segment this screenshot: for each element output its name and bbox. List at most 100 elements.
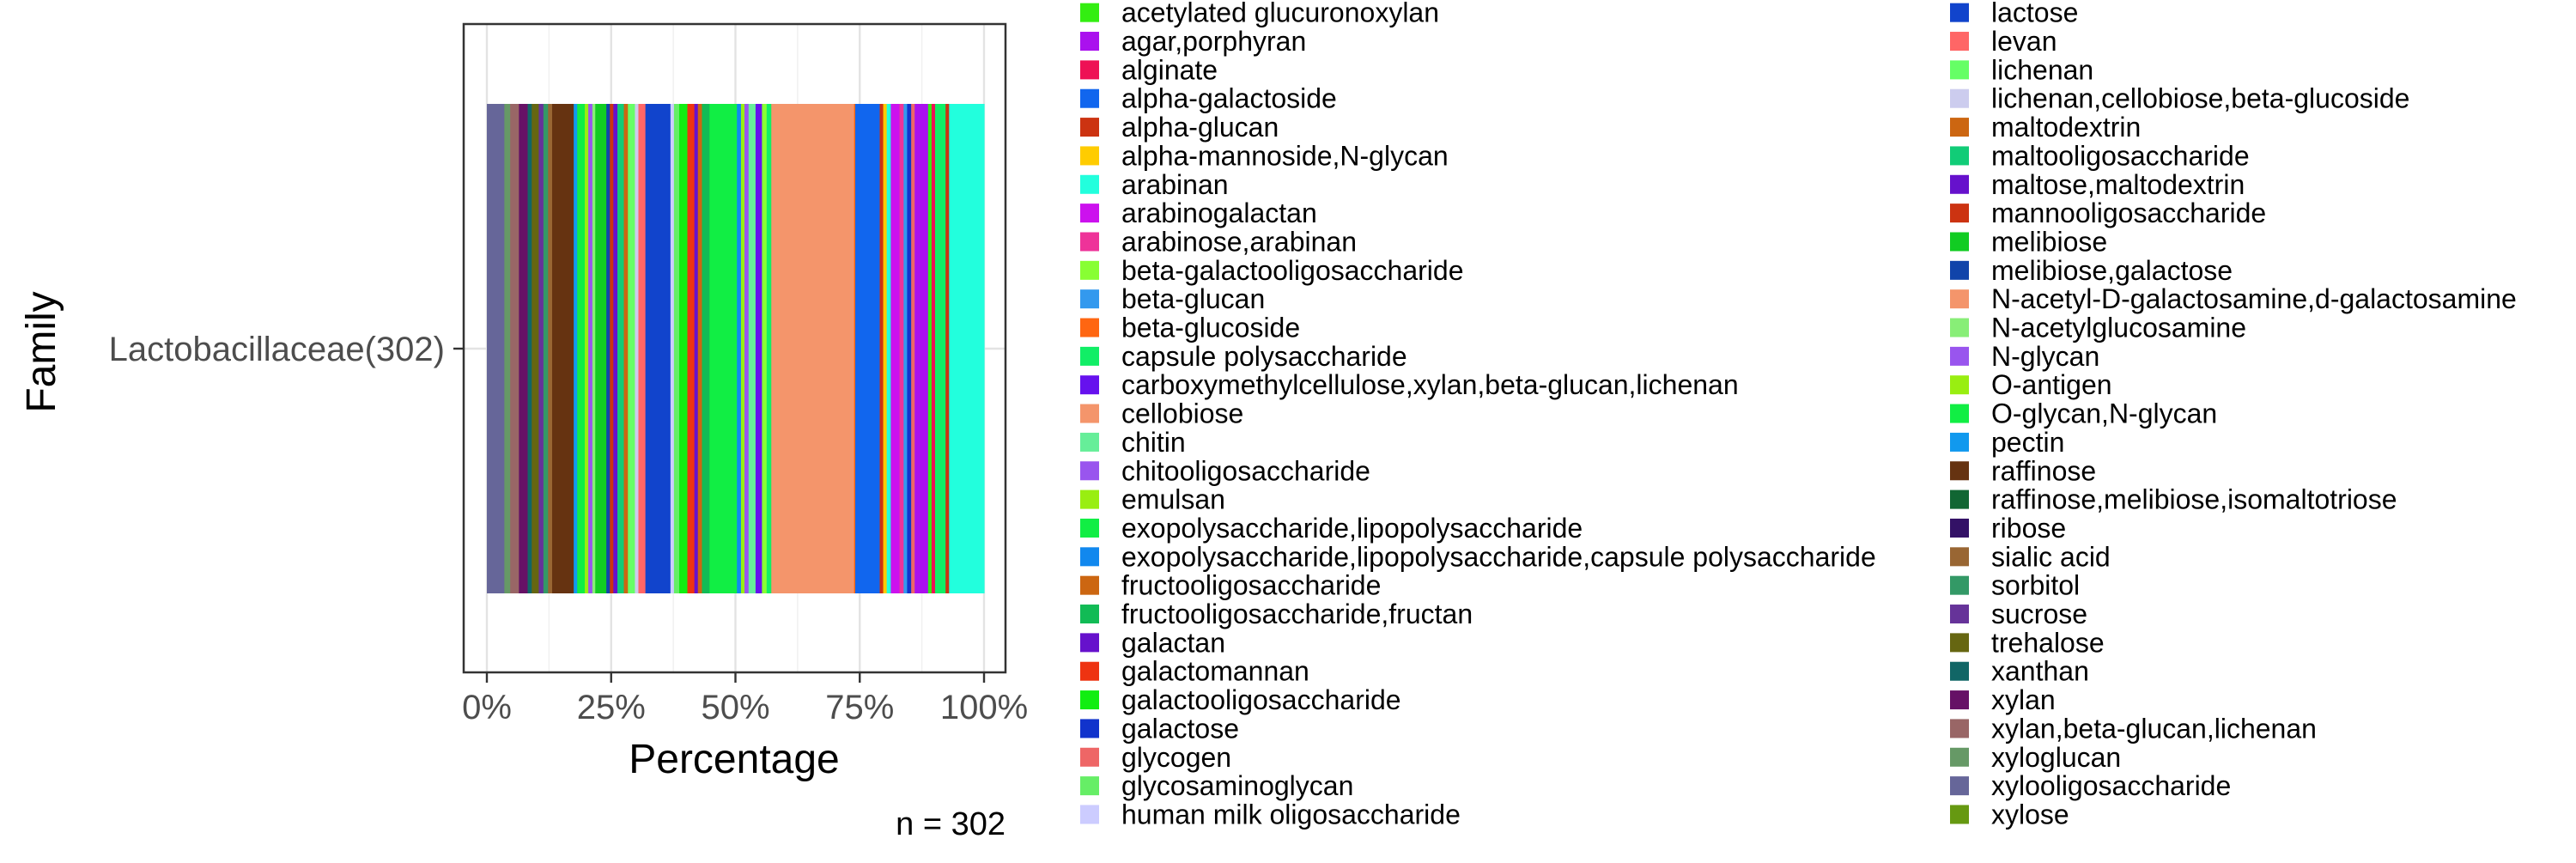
- legend-key: [1080, 432, 1099, 452]
- legend-label: xylan: [1991, 684, 2056, 715]
- bar-segment: [945, 104, 950, 593]
- legend-key: [1080, 719, 1099, 738]
- legend-label: fructooligosaccharide: [1121, 570, 1381, 601]
- legend-item: alpha-mannoside,N-glycan: [1080, 140, 1449, 171]
- legend-key: [1080, 776, 1099, 796]
- legend-item: emulsan: [1080, 484, 1225, 515]
- legend-label: beta-glucoside: [1121, 313, 1300, 343]
- legend-label: O-glycan,N-glycan: [1991, 398, 2217, 429]
- legend-item: levan: [1950, 26, 2057, 57]
- legend-key: [1080, 461, 1099, 481]
- legend-key: [1080, 232, 1099, 252]
- legend-label: alginate: [1121, 54, 1218, 85]
- legend-label: maltose,maltodextrin: [1991, 169, 2245, 200]
- legend-key: [1080, 32, 1099, 52]
- bar-segments: [487, 104, 985, 593]
- y-axis-title: Family: [19, 291, 64, 412]
- legend-label: glycosaminoglycan: [1121, 770, 1353, 801]
- legend-key: [1950, 118, 1969, 137]
- legend-item: cellobiose: [1080, 398, 1243, 429]
- legend-key: [1950, 232, 1969, 252]
- bar-segment: [697, 104, 703, 593]
- legend-item: N-acetyl-D-galactosamine,d-galactosamine: [1950, 283, 2517, 314]
- legend-key: [1080, 346, 1099, 366]
- legend-key: [1950, 605, 1969, 624]
- legend-item: xylan,beta-glucan,lichenan: [1950, 713, 2317, 744]
- x-tick-label: 100%: [940, 689, 1028, 726]
- legend-label: galactooligosaccharide: [1121, 684, 1401, 715]
- bar-segment: [934, 104, 946, 593]
- bar-segment: [623, 104, 629, 593]
- legend-item: N-glycan: [1950, 341, 2099, 372]
- bar-segment: [702, 104, 710, 593]
- legend-item: chitooligosaccharide: [1080, 455, 1370, 486]
- legend-item: maltodextrin: [1950, 112, 2141, 143]
- legend-label: sorbitol: [1991, 570, 2080, 601]
- legend-key: [1080, 605, 1099, 624]
- bar-segment: [617, 104, 625, 593]
- legend-item: alginate: [1080, 54, 1218, 85]
- legend-item: alpha-galactoside: [1080, 83, 1337, 114]
- caption: n = 302: [896, 806, 1005, 842]
- legend-key: [1950, 661, 1969, 681]
- legend-key: [1950, 60, 1969, 80]
- legend-key: [1080, 318, 1099, 337]
- legend-label: fructooligosaccharide,fructan: [1121, 599, 1473, 629]
- legend-item: alpha-glucan: [1080, 112, 1279, 143]
- legend-key: [1950, 747, 1969, 767]
- legend-label: sialic acid: [1991, 541, 2111, 572]
- legend-key: [1950, 404, 1969, 423]
- legend-label: lichenan,cellobiose,beta-glucoside: [1991, 83, 2409, 114]
- legend-key: [1950, 776, 1969, 796]
- legend-label: exopolysaccharide,lipopolysaccharide: [1121, 513, 1583, 544]
- legend-label: exopolysaccharide,lipopolysaccharide,cap…: [1121, 541, 1876, 572]
- legend-key: [1950, 146, 1969, 166]
- legend-label: galactan: [1121, 627, 1225, 658]
- legend-key: [1950, 461, 1969, 481]
- legend-item: glycosaminoglycan: [1080, 770, 1353, 801]
- legend-key: [1950, 518, 1969, 538]
- bar-segment: [737, 104, 742, 593]
- bar-segment: [592, 104, 596, 593]
- legend-item: xylooligosaccharide: [1950, 770, 2231, 801]
- bar-segment: [574, 104, 578, 593]
- legend-label: xylooligosaccharide: [1991, 770, 2231, 801]
- legend-label: melibiose,galactose: [1991, 255, 2233, 286]
- bar-segment: [755, 104, 762, 593]
- legend-key: [1950, 289, 1969, 309]
- bar-segment: [911, 104, 915, 593]
- bar-segment: [914, 104, 929, 593]
- legend-label: lichenan: [1991, 54, 2093, 85]
- legend-item: O-glycan,N-glycan: [1950, 398, 2217, 429]
- bar-segment: [744, 104, 750, 593]
- legend-key: [1950, 805, 1969, 824]
- bar-segment: [927, 104, 933, 593]
- legend-label: alpha-glucan: [1121, 112, 1279, 143]
- legend-key: [1950, 260, 1969, 280]
- bar-segment: [577, 104, 586, 593]
- legend-label: maltooligosaccharide: [1991, 140, 2250, 171]
- bar-segment: [628, 104, 636, 593]
- x-axis: 0% 25% 50% 75% 100%: [462, 672, 1028, 726]
- legend-key: [1080, 60, 1099, 80]
- bar-segment: [532, 104, 540, 593]
- legend-label: emulsan: [1121, 484, 1225, 515]
- bar-segment: [903, 104, 908, 593]
- legend-item: beta-glucan: [1080, 283, 1265, 314]
- legend-item: sucrose: [1950, 599, 2087, 629]
- legend-key: [1950, 346, 1969, 366]
- bar-segment: [595, 104, 607, 593]
- legend-key: [1080, 805, 1099, 824]
- legend-key: [1080, 118, 1099, 137]
- legend-label: xylose: [1991, 799, 2069, 830]
- legend-item: fructooligosaccharide,fructan: [1080, 599, 1473, 629]
- bar-segment: [931, 104, 936, 593]
- legend: acetylated glucuronoxylanagar,porphyrana…: [1080, 0, 2517, 830]
- legend-item: exopolysaccharide,lipopolysaccharide: [1080, 513, 1583, 544]
- y-tick-label: Lactobacillaceae(302): [109, 331, 445, 368]
- x-tick-label: 50%: [701, 689, 769, 726]
- bar-segment: [899, 104, 904, 593]
- bar-segment: [504, 104, 511, 593]
- legend-item: acetylated glucuronoxylan: [1080, 0, 1439, 28]
- legend-item: xylan: [1950, 684, 2056, 715]
